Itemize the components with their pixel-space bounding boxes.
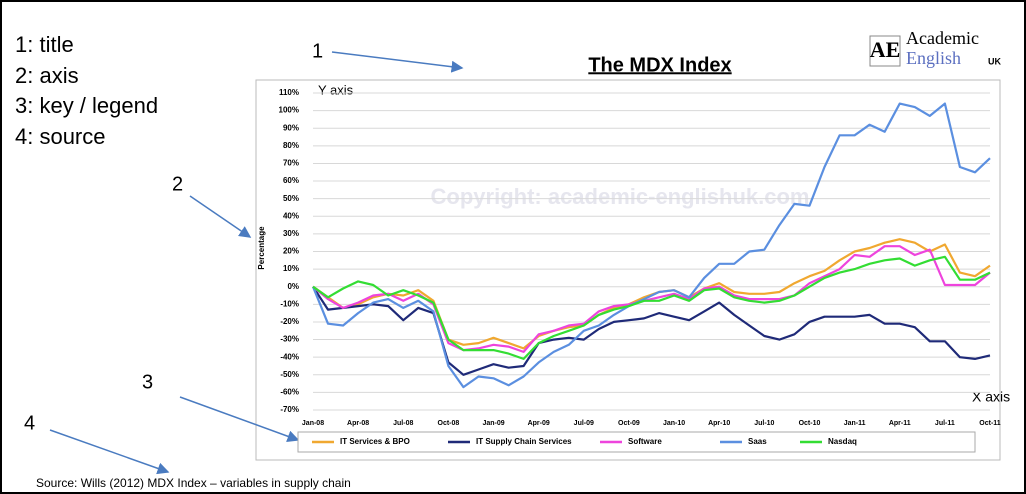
logo-text: UK [988,56,1001,66]
arrow [331,51,464,73]
y-tick-label: -60% [280,387,299,396]
y-tick-label: 40% [283,211,299,220]
legend-label: IT Supply Chain Services [476,437,572,446]
arrow [179,396,300,443]
y-tick-label: 60% [283,176,299,185]
arrow [49,429,170,475]
y-tick-label: 100% [279,106,299,115]
x-tick-label: Apr-11 [889,420,911,427]
y-tick-label: -20% [280,317,299,326]
x-tick-label: Apr-09 [528,420,550,427]
legend-label: Saas [748,437,767,446]
y-tick-label: -10% [280,299,299,308]
y-tick-label: 30% [283,229,299,238]
x-tick-label: Jan-10 [663,420,685,427]
y-tick-label: -30% [280,335,299,344]
y-tick-label: -50% [280,370,299,379]
y-tick-label: 110% [279,88,299,97]
y-tick-label: 0% [287,282,299,291]
axis-note: X axis [972,389,1010,405]
x-tick-label: Apr-10 [708,420,730,427]
legend-label: Nasdaq [828,437,857,446]
logo-text: Academic [906,28,979,48]
legend-label: Software [628,437,662,446]
axis-note: Y axis [318,82,354,97]
y-tick-label: 20% [283,247,299,256]
marker: 2 [172,173,183,195]
x-tick-label: Oct-11 [979,420,1001,427]
marker: 1 [312,40,323,62]
x-tick-label: Jul-09 [574,420,594,427]
logo-box [869,35,901,67]
legend-label: IT Services & BPO [340,437,410,446]
logo-mark: AE [870,37,901,62]
y-tick-label: 50% [283,194,299,203]
y-tick-label: 70% [283,159,299,168]
x-tick-label: Jan-11 [844,420,866,427]
x-tick-label: Oct-08 [438,420,460,427]
x-tick-label: Oct-09 [618,420,640,427]
x-tick-label: Jul-08 [393,420,413,427]
x-tick-label: Jan-09 [482,420,504,427]
y-tick-label: 10% [283,264,299,273]
y-axis-label: Percentage [257,226,266,270]
watermark: Copyright: academic-englishuk.com [431,184,810,209]
source: Source: Wills (2012) MDX Index – variabl… [36,476,351,490]
x-tick-label: Jan-08 [302,420,324,427]
x-tick-label: Apr-08 [347,420,369,427]
y-tick-label: 90% [283,123,299,132]
series-line [312,255,991,360]
legend [297,431,976,453]
y-tick-label: 80% [283,141,299,150]
logo-text: English [906,48,961,68]
key-note: 1: title [15,32,74,57]
series-line [311,102,991,389]
x-tick-label: Jul-11 [935,420,955,427]
x-tick-label: Jul-10 [754,420,774,427]
key-note: 3: key / legend [15,93,158,118]
y-tick-label: -70% [280,405,299,414]
series-line [312,286,991,376]
arrow [189,195,252,238]
chart-border [255,79,1001,461]
key-note: 2: axis [15,63,79,88]
y-tick-label: -40% [280,352,299,361]
key-note: 4: source [15,124,106,149]
marker: 3 [142,371,153,393]
chart-title: The MDX Index [588,54,731,76]
x-tick-label: Oct-10 [799,420,821,427]
marker: 4 [24,412,35,434]
